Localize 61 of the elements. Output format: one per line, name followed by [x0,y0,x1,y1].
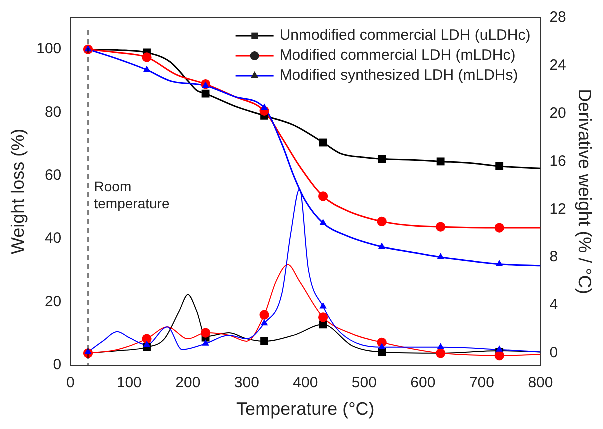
point [318,312,328,322]
y2-axis-title: Derivative weight (% / °C) [575,89,596,294]
point [437,253,444,260]
y-tick-label: 60 [44,167,62,184]
legend-label: Unmodified commercial LDH (uLDHc) [280,27,531,44]
x-axis-title: Temperature (°C) [236,399,375,420]
x-tick-label: 300 [234,374,260,392]
point [494,223,504,233]
point [378,343,386,350]
y-tick-label: 0 [53,356,62,374]
x-tick-label: 0 [66,374,75,392]
point [260,319,268,326]
point [436,222,446,232]
point [436,348,446,358]
y-tick-label: 100 [36,40,62,58]
point [496,346,504,352]
point [142,52,152,62]
y-tick-label: 80 [44,104,62,121]
point [378,155,386,164]
point [202,90,210,98]
point [437,343,444,350]
y2-tick-label: 16 [550,152,566,170]
ref-line-label: Room temperature [94,178,170,212]
y2-tick-label: 20 [550,104,566,122]
y2-tick-label: 8 [550,248,558,266]
point [260,104,268,110]
y-tick-label: 20 [44,293,62,310]
y2-tick-label: 0 [550,344,558,362]
x-tick-label: 500 [352,374,377,392]
point [319,138,328,147]
x-tick-label: 800 [528,374,554,392]
point [202,340,210,346]
point [496,162,504,170]
point [142,334,152,344]
point [377,216,387,227]
point [200,328,211,338]
point [143,340,151,348]
point [436,158,445,166]
x-tick-label: 400 [293,374,318,392]
point [496,260,504,266]
point [260,337,268,346]
point [143,66,151,72]
y2-tick-label: 28 [550,9,566,26]
x-tick-label: 200 [176,374,201,392]
y2-tick-label: 4 [550,296,558,314]
y-axis-title: Weight loss (%) [8,128,28,255]
x-tick-label: 700 [469,374,494,392]
y-tick-label: 40 [44,230,62,248]
y2-tick-label: 24 [550,57,566,74]
point [260,310,270,320]
point [494,351,504,361]
point [84,348,92,354]
point [318,192,328,202]
point [378,242,386,250]
point [320,302,327,309]
x-tick-label: 100 [116,374,142,392]
legend-label: Modified commercial LDH (mLDHc) [280,47,516,64]
point [320,219,327,226]
legend-label: Modified synthesized LDH (mLDHs) [280,67,518,84]
y2-tick-label: 12 [550,200,566,218]
x-tick-label: 600 [410,374,436,392]
